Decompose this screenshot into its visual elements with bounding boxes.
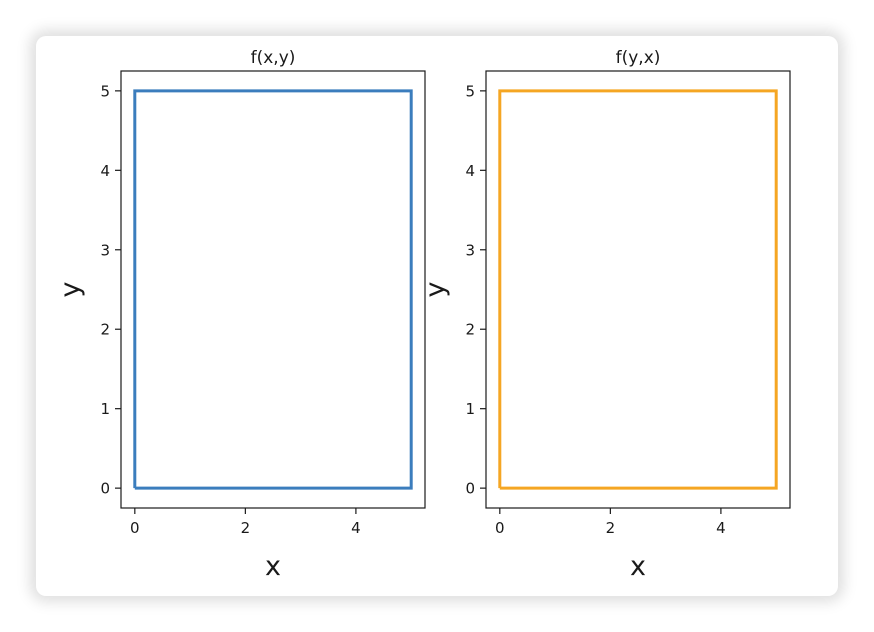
axes-frame xyxy=(485,70,791,509)
y-tick-label: 0 xyxy=(100,480,110,498)
subplot-title: f(y,x) xyxy=(616,48,661,68)
y-tick-label: 1 xyxy=(100,400,110,418)
axes-frame xyxy=(120,70,426,509)
x-axis-label: x xyxy=(630,551,646,582)
subplot-right: f(y,x) x y 0 2 4 0 1 2 3 4 5 xyxy=(420,48,791,582)
x-tick-label: 0 xyxy=(130,519,140,537)
y-tick-label: 4 xyxy=(100,162,110,180)
y-tick-label: 0 xyxy=(465,480,475,498)
x-tick-label: 4 xyxy=(716,519,726,537)
x-tick-label: 4 xyxy=(351,519,361,537)
y-tick-label: 5 xyxy=(100,82,110,100)
x-tick-label: 2 xyxy=(606,519,616,537)
y-tick-label: 2 xyxy=(100,321,110,339)
y-tick-label: 5 xyxy=(465,82,475,100)
series-line xyxy=(498,89,778,490)
x-tick-label: 0 xyxy=(495,519,505,537)
subplot-left: f(x,y) x y 0 2 4 0 1 2 3 4 5 xyxy=(55,48,426,582)
x-axis-label: x xyxy=(265,551,281,582)
y-tick-label: 2 xyxy=(465,321,475,339)
y-axis-label: y xyxy=(55,281,86,297)
series-line xyxy=(133,89,413,490)
x-tick-label: 2 xyxy=(241,519,251,537)
figure-window xyxy=(36,36,838,596)
y-axis-label: y xyxy=(420,281,451,297)
y-tick-label: 4 xyxy=(465,162,475,180)
y-tick-label: 1 xyxy=(465,400,475,418)
y-tick-label: 3 xyxy=(100,241,110,259)
subplot-title: f(x,y) xyxy=(251,48,296,68)
y-tick-label: 3 xyxy=(465,241,475,259)
